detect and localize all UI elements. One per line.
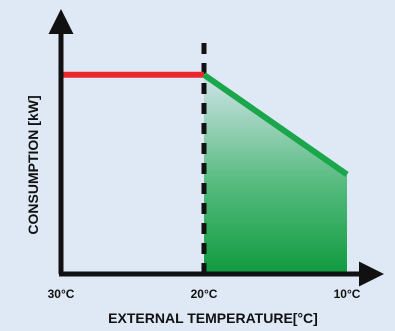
x-tick-label: 30°C [48, 287, 75, 301]
x-tick-label: 20°C [191, 287, 218, 301]
x-axis-title: EXTERNAL TEMPERATURE[°C] [108, 310, 318, 326]
consumption-area [204, 74, 347, 274]
decreasing-consumption-line [202, 72, 349, 177]
x-tick-label: 10°C [334, 287, 361, 301]
y-axis-title: CONSUMPTION [kW] [25, 95, 41, 234]
